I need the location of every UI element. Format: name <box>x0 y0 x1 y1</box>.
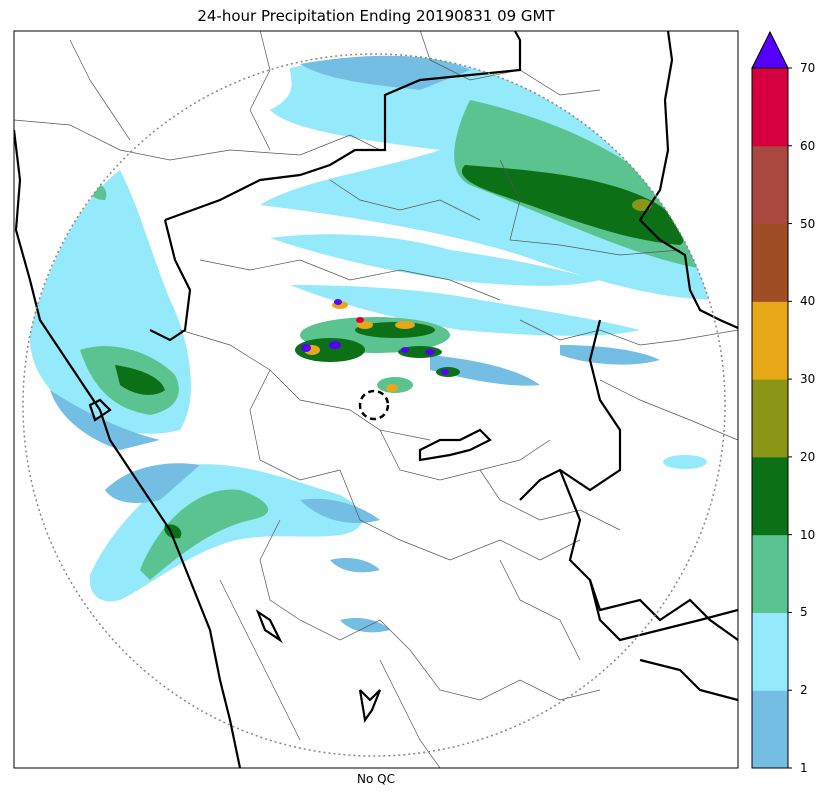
colorbar-tick-label: 1 <box>800 761 808 775</box>
precipitation-field <box>29 55 720 633</box>
precip-area-north-heavy <box>461 165 684 245</box>
district-boundaries <box>14 31 738 768</box>
colorbar-segment <box>752 456 788 536</box>
colorbar-tick-label: 60 <box>800 138 816 153</box>
precip-area-southwest-light <box>105 463 200 503</box>
chart-title: 24-hour Precipitation Ending 20190831 09… <box>197 7 555 25</box>
precip-cell-east <box>663 455 707 469</box>
precip-area-west-light <box>50 390 160 450</box>
colorbar-tick-label: 40 <box>800 294 816 309</box>
colorbar-frame <box>751 67 789 769</box>
state-boundaries <box>14 31 738 768</box>
colorbar-segment <box>752 68 788 147</box>
colorbar <box>751 30 792 769</box>
boundaries <box>14 31 738 768</box>
colorbar-segment <box>752 612 788 691</box>
colorbar-tick-label: 30 <box>800 372 816 387</box>
colorbar-extend-arrow <box>751 30 789 69</box>
map-frame <box>13 30 739 769</box>
colorbar-segment <box>752 223 788 302</box>
colorbar-tick-label: 50 <box>800 216 816 231</box>
precip-band-central-2 <box>290 285 640 336</box>
precip-band-central <box>270 234 600 286</box>
x-axis-label: No QC <box>357 772 395 786</box>
colorbar-tick-label: 70 <box>800 61 816 75</box>
precip-area-southwest-moderate <box>140 489 269 580</box>
colorbar-segment <box>752 301 788 380</box>
precip-cell-south <box>330 558 380 573</box>
precip-band-east <box>560 345 660 365</box>
precip-area-north-light <box>300 55 470 90</box>
precip-band-south <box>300 498 380 524</box>
precip-area-west-heavy <box>115 365 165 395</box>
precip-cell-south-2 <box>340 618 390 633</box>
convective-cluster <box>295 299 460 393</box>
colorbar-segment <box>752 534 788 613</box>
colorbar-tick-label: 2 <box>800 683 808 698</box>
colorbar-segment <box>752 145 788 225</box>
colorbar-tick-label: 20 <box>800 449 816 464</box>
radar-range-ring <box>22 53 726 757</box>
colorbar-segment <box>752 690 788 769</box>
colorbar-tick-label: 5 <box>800 605 808 620</box>
colorbar-tick-label: 10 <box>800 527 816 542</box>
colorbar-segment <box>752 379 788 458</box>
radar-site-marker <box>358 389 390 421</box>
precip-band-mid-east <box>430 355 540 386</box>
